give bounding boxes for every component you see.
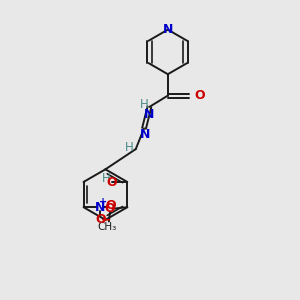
Text: O: O	[106, 199, 116, 212]
Text: H: H	[125, 141, 134, 154]
Text: H: H	[102, 172, 111, 184]
Text: N: N	[144, 108, 154, 122]
Text: O: O	[105, 202, 116, 215]
Text: +: +	[99, 197, 107, 207]
Text: O: O	[106, 176, 117, 189]
Text: CH₃: CH₃	[98, 222, 117, 233]
Text: N: N	[163, 23, 173, 36]
Text: O: O	[194, 89, 205, 102]
Text: H: H	[140, 98, 148, 111]
Text: N: N	[140, 128, 151, 141]
Text: −: −	[101, 213, 112, 226]
Text: N: N	[95, 201, 105, 214]
Text: O: O	[95, 213, 106, 226]
